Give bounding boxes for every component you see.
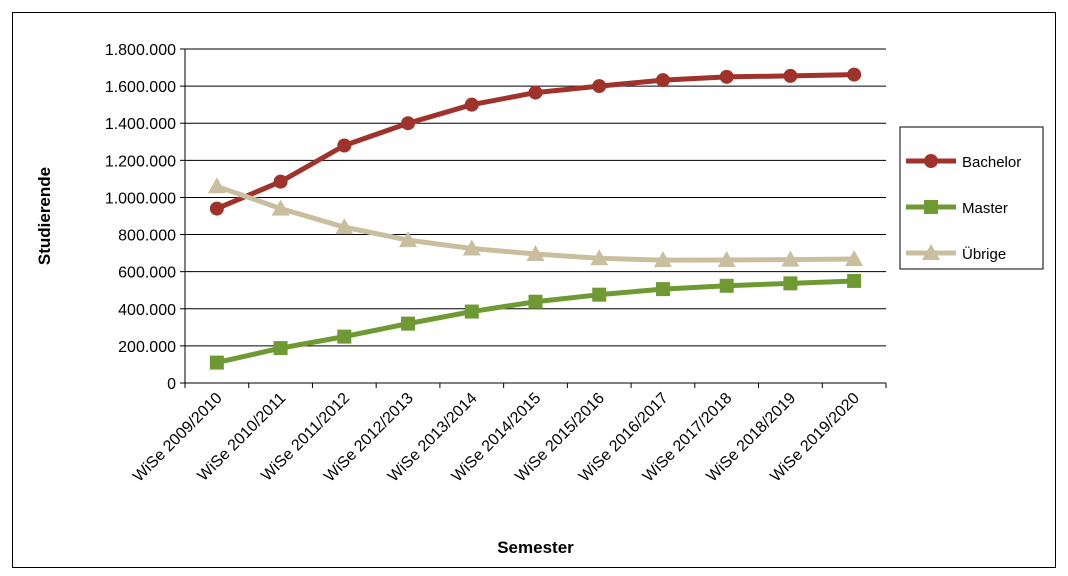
line-chart: 0 200.000 400.000 600.000 800.000 1.000.000 1.…: [13, 13, 1057, 569]
series-brige: [208, 177, 863, 267]
legend-label: Übrige: [962, 245, 1006, 263]
y-tick-label: 1.200.000: [105, 153, 176, 170]
y-tick-label: 1.800.000: [105, 42, 176, 59]
data-point: [720, 279, 734, 293]
data-point: [783, 69, 797, 83]
legend-marker: [924, 200, 938, 214]
data-point: [529, 295, 543, 309]
legend-marker: [924, 154, 938, 168]
data-point: [847, 274, 861, 288]
y-tick-label: 400.000: [118, 302, 176, 319]
data-point: [465, 98, 479, 112]
y-axis-ticks: 0 200.000 400.000 600.000 800.000 1.000.000 1.…: [105, 42, 185, 393]
series: [208, 68, 863, 370]
chart-frame: 0 200.000 400.000 600.000 800.000 1.000.000 1.…: [12, 12, 1056, 568]
legend-label: Bachelor: [962, 154, 1021, 171]
y-tick-label: 1.000.000: [105, 190, 176, 207]
x-axis-title: Semester: [497, 538, 574, 557]
data-point: [208, 177, 226, 193]
y-tick-label: 200.000: [118, 339, 176, 356]
data-point: [274, 341, 288, 355]
data-point: [210, 202, 224, 216]
series-bachelor: [210, 68, 861, 216]
legend: Bachelor Master Übrige: [900, 127, 1043, 269]
data-point: [401, 317, 415, 331]
data-point: [337, 330, 351, 344]
y-tick-label: 800.000: [118, 228, 176, 245]
data-point: [592, 79, 606, 93]
y-tick-label: 1.600.000: [105, 79, 176, 96]
data-point: [210, 356, 224, 370]
data-point: [465, 305, 479, 319]
data-point: [656, 73, 670, 87]
series-master: [210, 274, 861, 370]
data-point: [337, 138, 351, 152]
data-point: [529, 86, 543, 100]
data-point: [720, 70, 734, 84]
legend-label: Master: [962, 200, 1008, 217]
data-point: [401, 116, 415, 130]
y-axis-title: Studierende: [35, 167, 54, 265]
y-tick-label: 600.000: [118, 265, 176, 282]
y-tick-label: 1.400.000: [105, 116, 176, 133]
series-line: [217, 281, 854, 363]
y-tick-label: 0: [167, 376, 176, 393]
data-point: [592, 288, 606, 302]
data-point: [783, 276, 797, 290]
data-point: [656, 282, 670, 296]
data-point: [847, 68, 861, 82]
data-point: [274, 175, 288, 189]
